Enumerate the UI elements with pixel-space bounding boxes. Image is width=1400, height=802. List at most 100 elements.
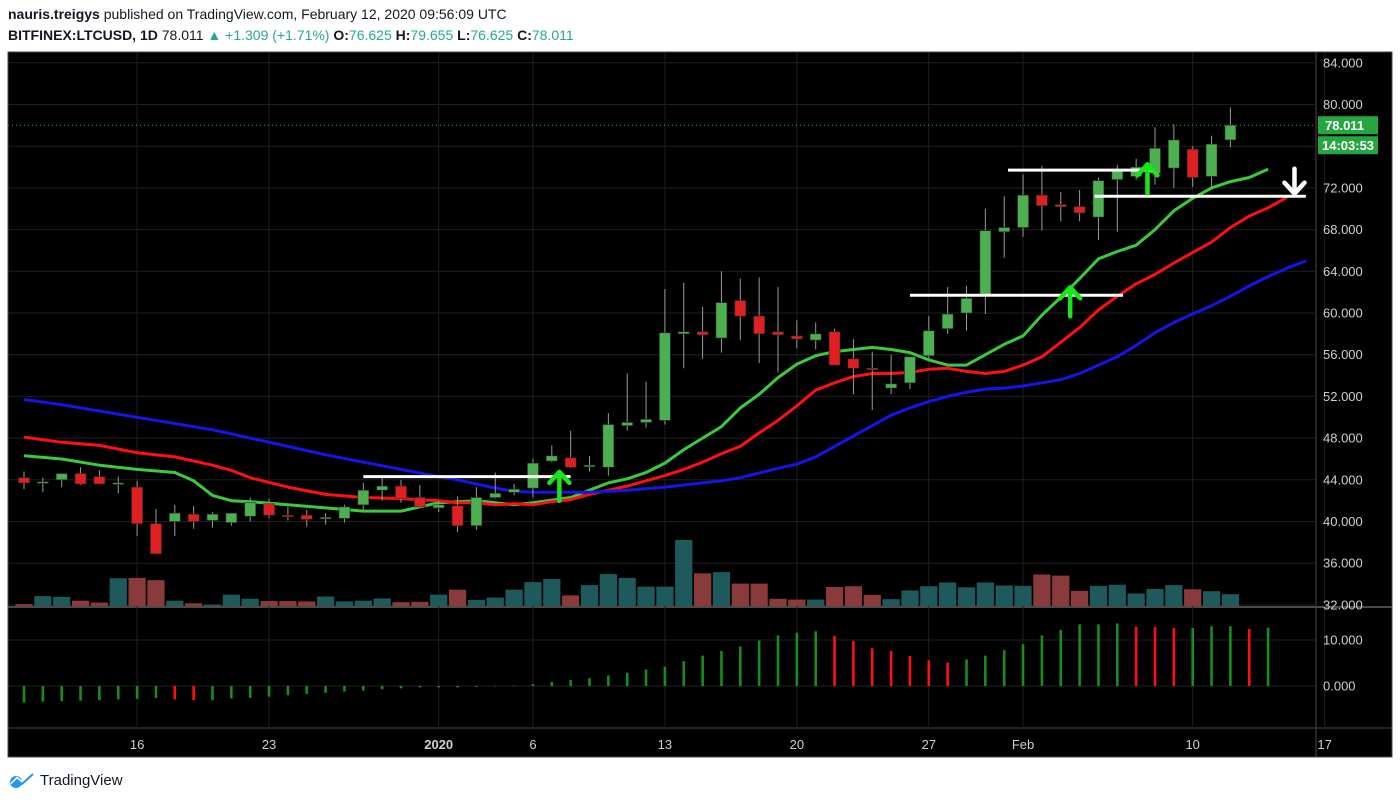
price-change: ▲ +1.309 (+1.71%) — [207, 27, 330, 43]
time-tick-label: 20 — [790, 737, 804, 752]
volume-bar — [1052, 575, 1070, 606]
candle-body — [621, 422, 634, 426]
candles — [18, 107, 1237, 555]
author-name[interactable]: nauris.treigys — [8, 6, 100, 22]
publish-info: nauris.treigys published on TradingView.… — [8, 6, 507, 22]
candle-body — [376, 485, 388, 491]
candle-body — [791, 335, 803, 340]
volume-bar — [15, 604, 33, 606]
histogram-tick-label: 0.000 — [1323, 679, 1356, 694]
gridlines — [8, 52, 1326, 728]
volume-bar — [34, 596, 52, 606]
candle-body — [112, 482, 125, 485]
candle-body — [1054, 204, 1067, 207]
arrow-up-icon — [1057, 285, 1083, 319]
candle-body — [150, 523, 162, 555]
price-tick-label: 52.000 — [1323, 389, 1363, 404]
candle-body — [941, 313, 954, 329]
arrow-up-icon — [547, 469, 572, 504]
publish-text: published on TradingView.com, February 1… — [103, 6, 507, 22]
candle-body — [640, 419, 652, 423]
volume-bar — [957, 587, 976, 606]
time-tick-label: 10 — [1185, 737, 1199, 752]
candle-body — [55, 473, 68, 481]
candle-body — [282, 514, 294, 518]
candle-body — [696, 331, 709, 336]
candle-body — [1036, 194, 1048, 206]
volume-bar — [448, 589, 467, 606]
candle-body — [1224, 124, 1237, 141]
volume-bar — [373, 598, 391, 606]
close-label: C: — [517, 27, 532, 43]
candle-body — [357, 489, 370, 506]
volume-bar — [863, 594, 881, 606]
brand-name: TradingView — [40, 771, 123, 789]
price-tick-label: 64.000 — [1323, 264, 1363, 279]
volume-bar — [844, 586, 862, 606]
volume-bar — [392, 602, 410, 606]
candle-body — [319, 517, 332, 520]
arrow-up-icon — [1135, 162, 1160, 196]
high-label: H: — [395, 27, 411, 43]
price-tick-label: 36.000 — [1323, 556, 1363, 571]
candle-body — [489, 493, 502, 498]
candle-body — [659, 332, 671, 421]
volume-bar — [882, 599, 900, 606]
low-label: L: — [457, 27, 471, 43]
price-tick-label: 72.000 — [1323, 180, 1363, 195]
candle-body — [960, 298, 973, 314]
volume-bar — [920, 586, 938, 606]
footer-brand[interactable]: TradingView — [8, 770, 123, 790]
arrow-down-icon — [1282, 166, 1307, 196]
candle-body — [508, 488, 520, 493]
volume-bar — [335, 601, 354, 606]
volume-bar — [147, 580, 165, 606]
volume-bar — [260, 601, 278, 606]
candle-body — [300, 514, 313, 520]
volume-bar — [901, 590, 919, 606]
candle-body — [904, 356, 916, 384]
candle-body — [564, 457, 577, 468]
volume-bar — [694, 573, 712, 606]
candle-body — [1168, 139, 1180, 169]
candle-body — [414, 497, 426, 508]
volume-bar — [1089, 585, 1108, 606]
candle-body — [169, 512, 181, 522]
volume-bar — [109, 578, 127, 606]
price-tick-label: 68.000 — [1323, 222, 1363, 237]
close-value: 78.011 — [531, 27, 574, 43]
candle-body — [1205, 143, 1218, 177]
volume-bar — [1202, 591, 1221, 606]
last-price: 78.011 — [161, 27, 204, 43]
price-tick-label: 40.000 — [1323, 514, 1363, 529]
candle-body — [602, 424, 615, 468]
volume-bar — [1127, 593, 1145, 606]
candle-body — [432, 504, 445, 509]
ema-line-fast — [23, 167, 1269, 513]
open-label: O: — [333, 27, 349, 43]
candle-body — [187, 513, 200, 522]
candle-body — [74, 473, 87, 485]
ema-line-mid — [23, 195, 1288, 507]
time-tick-label: 13 — [658, 737, 672, 752]
volume-bar — [976, 582, 994, 606]
candle-body — [1017, 194, 1029, 228]
open-value: 76.625 — [348, 27, 392, 43]
volume-bar — [599, 574, 617, 606]
time-tick-label: 2020 — [424, 737, 453, 752]
moving-averages — [23, 167, 1307, 513]
price-tick-label: 80.000 — [1323, 97, 1363, 112]
volume-bar — [731, 583, 749, 606]
time-tick-label: 23 — [262, 737, 276, 752]
volume-bar — [486, 597, 504, 606]
volume-bar — [1071, 590, 1089, 606]
candle-body — [753, 315, 765, 335]
candle-body — [734, 300, 747, 317]
ema-line-slow — [23, 259, 1307, 494]
candle-body — [206, 513, 219, 521]
price-tick-label: 32.000 — [1323, 597, 1363, 612]
volume-bar — [1033, 574, 1051, 606]
price-axis: 84.00080.00076.00072.00068.00064.00060.0… — [1318, 55, 1378, 694]
candle-body — [828, 331, 841, 366]
